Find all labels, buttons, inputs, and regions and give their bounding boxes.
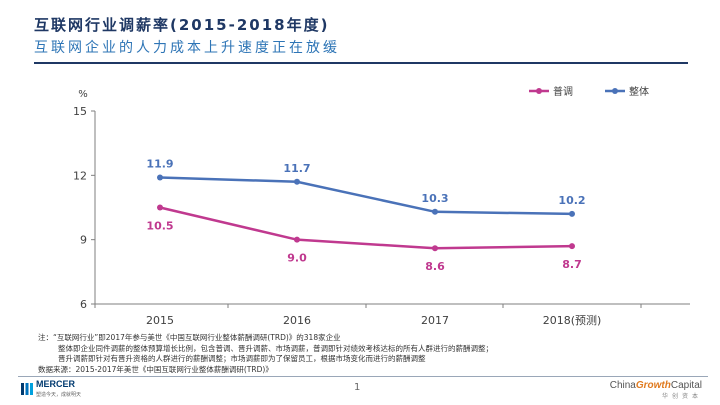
- x-tick-label-3: 2018(预测): [543, 314, 602, 327]
- data-point-0-3: [569, 243, 575, 250]
- legend-item-1: 整体: [605, 85, 649, 98]
- data-point-0-1: [294, 236, 300, 243]
- footer-divider: [18, 376, 708, 377]
- footnote-line-1: 注：“互联网行业”即2017年参与美世《中国互联网行业整体薪酬调研(TRD)》的…: [38, 333, 341, 342]
- series-1: 11.9 11.7 10.3 10.2: [146, 157, 586, 217]
- data-point-1-3: [569, 210, 575, 217]
- y-tick-label-2: 12: [73, 169, 87, 182]
- data-label-0-0: 10.5: [146, 220, 173, 233]
- legend-marker-0: [536, 88, 542, 94]
- footnote: 注：“互联网行业”即2017年参与美世《中国互联网行业整体薪酬调研(TRD)》的…: [38, 333, 493, 375]
- mercer-mark-icon: [21, 383, 33, 395]
- data-source: 数据来源：2015-2017年美世《中国互联网行业整体薪酬调研(TRD)》: [38, 364, 273, 374]
- series-0: 10.5 9.0 8.6 8.7: [146, 204, 582, 273]
- data-point-0-2: [432, 245, 438, 252]
- series-line-1: [159, 176, 573, 216]
- legend-label-1: 整体: [629, 85, 649, 98]
- cgc-brand-cn: 华创资本: [661, 394, 702, 400]
- series-line-0: [159, 206, 573, 250]
- x-tick-label-1: 2016: [283, 314, 311, 327]
- title-divider: [34, 62, 688, 64]
- page-title: 互联网行业调薪率(2015-2018年度): [34, 16, 330, 34]
- data-label-1-1: 11.7: [283, 162, 310, 175]
- y-axis-unit: %: [78, 89, 88, 100]
- legend-marker-1: [612, 88, 618, 94]
- y-tick-label-3: 15: [73, 105, 87, 118]
- legend-item-0: 普调: [529, 85, 573, 98]
- y-tick-label-1: 9: [80, 234, 87, 247]
- data-point-1-0: [157, 174, 163, 181]
- data-label-0-3: 8.7: [562, 258, 582, 271]
- data-point-1-2: [432, 208, 438, 215]
- x-tick-label-0: 2015: [146, 314, 174, 327]
- y-tick-label-0: 6: [80, 298, 87, 311]
- mercer-logo: MERCER 塑造今天，成就明天: [20, 379, 81, 400]
- china-growth-capital-logo: ChinaGrowthCapital 华创资本: [610, 380, 702, 400]
- data-label-1-3: 10.2: [558, 194, 585, 207]
- cgc-brand-3: Capital: [670, 380, 702, 391]
- page-number: 1: [354, 382, 361, 393]
- cgc-brand-1: China: [609, 380, 636, 391]
- cgc-brand-2: Growth: [635, 380, 671, 391]
- mercer-brand: MERCER: [36, 379, 76, 389]
- x-tick-label-2: 2017: [421, 314, 449, 327]
- footnote-line-3: 晋升调薪即针对有晋升资格的人群进行的薪酬调整；市场调薪即为了保留员工，根据市场变…: [58, 354, 426, 363]
- salary-increase-line-chart: 6 9 12 15% 2015 2016 2017 2018(预测) 10.5 9.0 8.6 8.…: [73, 85, 690, 327]
- data-label-1-2: 10.3: [421, 192, 448, 205]
- data-label-0-2: 8.6: [425, 260, 445, 273]
- page-subtitle: 互联网企业的人力成本上升速度正在放缓: [34, 40, 340, 56]
- mercer-tagline: 塑造今天，成就明天: [36, 392, 82, 398]
- data-point-0-0: [157, 204, 163, 211]
- data-label-0-1: 9.0: [287, 252, 307, 265]
- footnote-line-2: 整体即企业同件调薪的整体预算增长比例，包含普调、晋升调薪、市场调薪，普调即针对绩…: [58, 343, 493, 353]
- data-point-1-1: [294, 178, 300, 185]
- legend-label-0: 普调: [553, 85, 573, 98]
- data-label-1-0: 11.9: [146, 157, 173, 170]
